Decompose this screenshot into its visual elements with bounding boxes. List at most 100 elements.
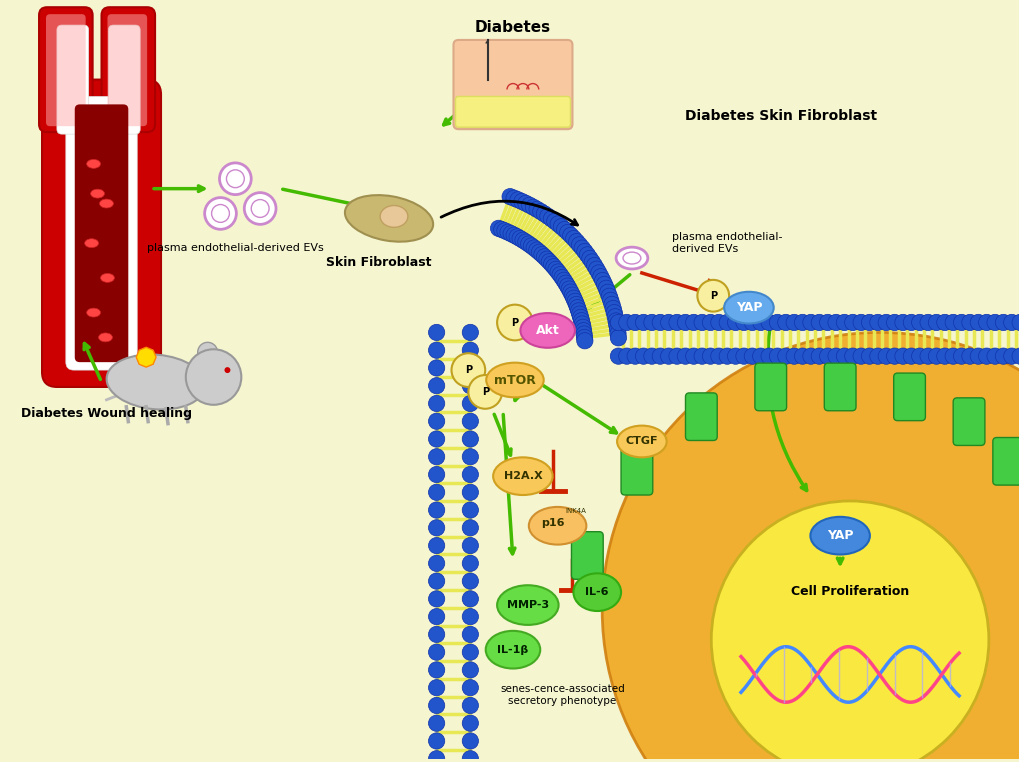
Circle shape — [562, 227, 579, 244]
FancyBboxPatch shape — [823, 363, 855, 411]
Circle shape — [635, 314, 651, 331]
Circle shape — [760, 314, 776, 331]
Circle shape — [568, 296, 584, 312]
Circle shape — [462, 661, 478, 678]
Circle shape — [877, 348, 894, 364]
Circle shape — [609, 325, 626, 341]
Circle shape — [572, 309, 588, 325]
Circle shape — [718, 314, 735, 331]
Circle shape — [668, 348, 685, 364]
Circle shape — [810, 314, 826, 331]
Circle shape — [462, 573, 478, 589]
Circle shape — [549, 216, 566, 232]
Circle shape — [660, 348, 677, 364]
Circle shape — [573, 312, 589, 328]
Circle shape — [525, 199, 541, 216]
Circle shape — [818, 348, 835, 364]
Circle shape — [702, 348, 718, 364]
Circle shape — [428, 591, 444, 607]
Circle shape — [569, 299, 585, 315]
Circle shape — [953, 314, 969, 331]
Circle shape — [627, 314, 643, 331]
FancyBboxPatch shape — [453, 40, 572, 130]
Circle shape — [710, 314, 727, 331]
Ellipse shape — [496, 585, 558, 625]
Ellipse shape — [486, 363, 543, 397]
Text: H2A.X: H2A.X — [503, 471, 542, 481]
Ellipse shape — [344, 195, 433, 242]
Circle shape — [627, 348, 643, 364]
Circle shape — [512, 230, 528, 247]
Circle shape — [428, 325, 444, 341]
Circle shape — [566, 290, 581, 306]
Circle shape — [735, 314, 751, 331]
Circle shape — [428, 431, 444, 447]
Circle shape — [606, 309, 623, 325]
Circle shape — [219, 163, 251, 194]
Circle shape — [596, 277, 612, 293]
Circle shape — [428, 395, 444, 411]
Circle shape — [643, 348, 659, 364]
Circle shape — [836, 314, 852, 331]
Circle shape — [428, 609, 444, 625]
Circle shape — [462, 715, 478, 732]
Circle shape — [245, 193, 276, 224]
Circle shape — [428, 342, 444, 358]
Ellipse shape — [485, 631, 540, 668]
Circle shape — [802, 314, 818, 331]
Circle shape — [556, 222, 573, 238]
Circle shape — [619, 348, 634, 364]
Circle shape — [643, 314, 659, 331]
Circle shape — [576, 243, 592, 260]
FancyBboxPatch shape — [952, 398, 984, 446]
FancyBboxPatch shape — [455, 97, 570, 127]
Text: Diabetes Wound healing: Diabetes Wound healing — [21, 407, 192, 420]
Text: Akt: Akt — [535, 324, 559, 337]
Ellipse shape — [810, 517, 869, 555]
Circle shape — [557, 275, 574, 291]
Circle shape — [493, 222, 510, 238]
Text: Diabetes Skin Fibroblast: Diabetes Skin Fibroblast — [684, 109, 876, 123]
Circle shape — [428, 661, 444, 678]
Ellipse shape — [85, 239, 99, 248]
Circle shape — [462, 395, 478, 411]
Circle shape — [538, 251, 554, 267]
Ellipse shape — [528, 507, 586, 545]
Circle shape — [600, 288, 616, 304]
Circle shape — [462, 502, 478, 518]
Circle shape — [536, 206, 552, 222]
Circle shape — [1011, 314, 1019, 331]
Circle shape — [490, 220, 506, 236]
Circle shape — [579, 247, 595, 263]
Circle shape — [869, 314, 886, 331]
Circle shape — [428, 537, 444, 554]
Circle shape — [744, 314, 760, 331]
Circle shape — [581, 250, 597, 267]
Circle shape — [518, 195, 533, 211]
FancyBboxPatch shape — [108, 25, 140, 134]
Circle shape — [428, 626, 444, 642]
Circle shape — [584, 254, 600, 270]
Circle shape — [894, 348, 910, 364]
Circle shape — [205, 197, 236, 229]
Circle shape — [810, 348, 826, 364]
Circle shape — [786, 348, 802, 364]
Text: CTGF: CTGF — [625, 437, 657, 447]
Circle shape — [693, 348, 709, 364]
Ellipse shape — [492, 457, 552, 495]
Circle shape — [553, 269, 570, 286]
Circle shape — [961, 314, 977, 331]
Circle shape — [953, 348, 969, 364]
Circle shape — [604, 300, 621, 316]
Text: plasma endothelial-
derived EVs: plasma endothelial- derived EVs — [671, 232, 782, 254]
Circle shape — [727, 348, 743, 364]
Text: YAP: YAP — [826, 529, 853, 543]
Circle shape — [552, 219, 569, 235]
Circle shape — [827, 314, 844, 331]
Circle shape — [428, 449, 444, 465]
Circle shape — [776, 314, 793, 331]
Circle shape — [505, 190, 522, 207]
Circle shape — [592, 268, 608, 285]
Circle shape — [660, 314, 677, 331]
Circle shape — [919, 314, 935, 331]
